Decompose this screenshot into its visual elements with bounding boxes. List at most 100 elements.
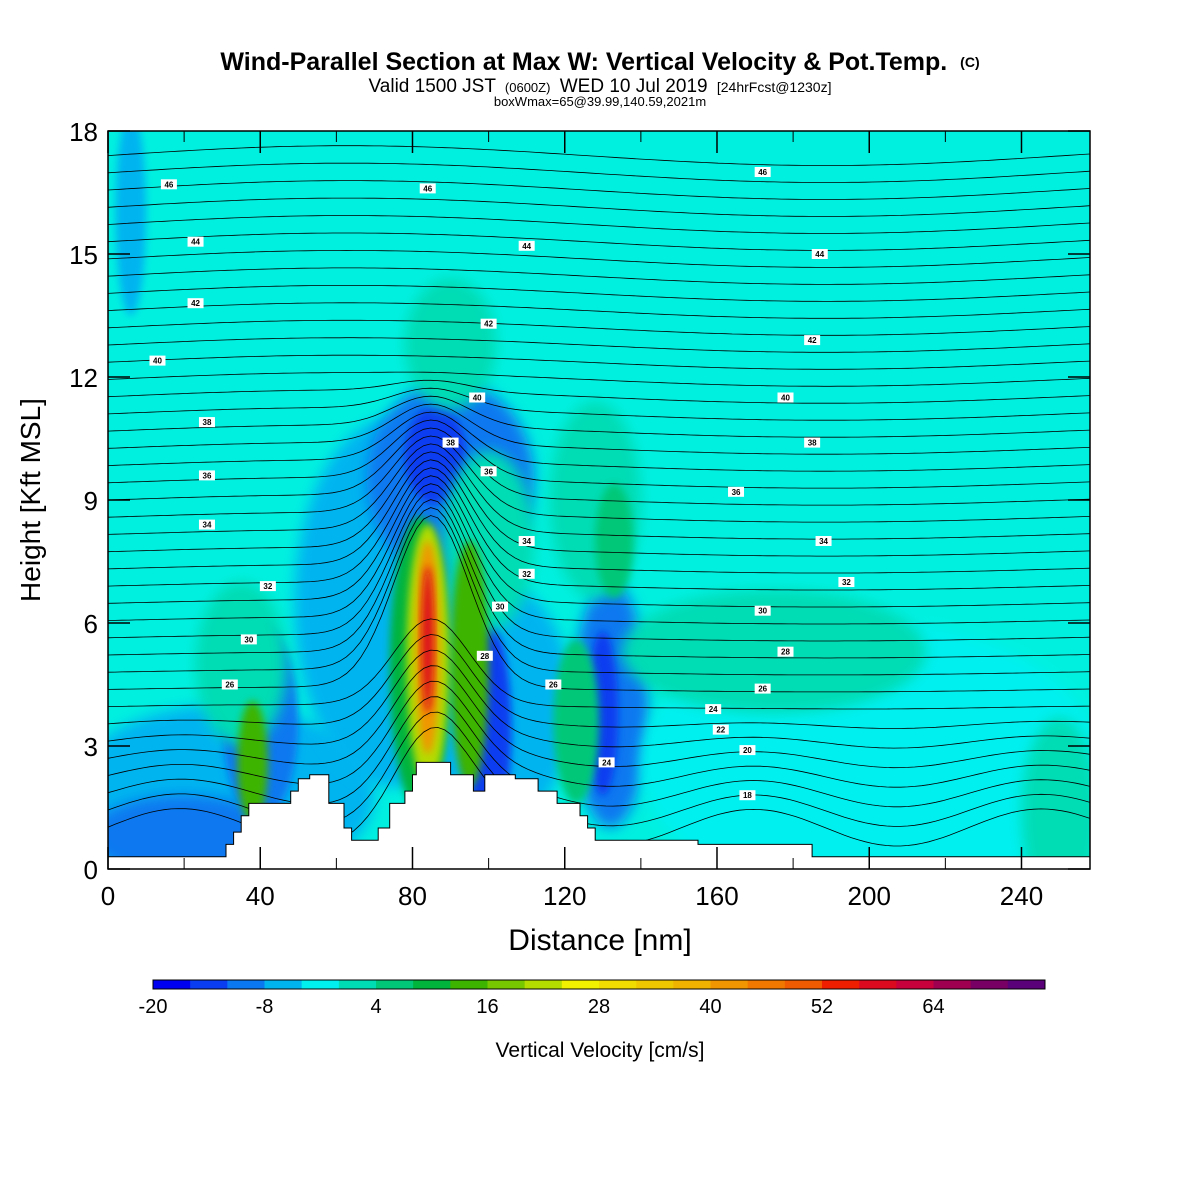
theta-label-bg (492, 601, 509, 612)
theta-label: 26 (221, 679, 238, 690)
colorbar-swatch (338, 980, 377, 989)
theta-label-bg (777, 646, 794, 657)
velocity-region (1021, 717, 1090, 869)
theta-label-text: 38 (808, 439, 817, 448)
theta-label-text: 26 (758, 685, 767, 694)
x-tick-label: 0 (101, 881, 115, 911)
theta-label-text: 40 (473, 394, 482, 403)
theta-label-bg (442, 437, 459, 448)
theta-label-text: 44 (815, 250, 824, 259)
theta-contour (108, 285, 1090, 302)
theta-label-bg (518, 568, 535, 579)
colorbar-swatch (933, 980, 972, 989)
theta-label-bg (480, 466, 497, 477)
colorbar-swatch (376, 980, 414, 989)
theta-label-bg (739, 790, 756, 801)
theta-contour (108, 395, 1090, 438)
theta-contour (108, 499, 1090, 659)
colorbar-tick-label: -20 (139, 996, 168, 1018)
theta-label-text: 36 (203, 471, 212, 480)
theta-label: 44 (187, 236, 204, 247)
velocity-region (404, 278, 497, 410)
colorbar-swatch (413, 980, 451, 989)
colorbar-tick-label: 40 (699, 996, 721, 1018)
theta-label-text: 30 (244, 635, 253, 644)
chart-title: Wind-Parallel Section at Max W: Vertical… (220, 48, 979, 76)
theta-contour (108, 403, 1090, 455)
theta-contour (108, 451, 1090, 557)
theta-label: 36 (728, 486, 745, 497)
chart-subtitle-2: boxWmax=65@39.99,140.59,2021m (494, 94, 706, 109)
theta-contour (108, 215, 1090, 234)
theta-contour (108, 371, 1090, 387)
theta-contour (108, 515, 1090, 693)
theta-contour (108, 435, 1090, 523)
theta-label-bg (739, 745, 756, 756)
theta-label: 26 (754, 683, 771, 694)
theta-contour (108, 354, 1090, 370)
colorbar-swatch (859, 980, 897, 989)
colorbar-tick-label: 64 (922, 996, 944, 1018)
theta-label: 28 (476, 650, 493, 661)
colorbar-swatch (487, 980, 526, 989)
theta-label-text: 34 (819, 537, 828, 546)
theta-label-text: 24 (602, 758, 611, 767)
theta-label-text: 32 (842, 578, 851, 587)
y-tick-label: 15 (69, 240, 98, 270)
theta-label-bg (712, 724, 729, 735)
theta-contours (108, 145, 1090, 847)
theta-label-text: 32 (263, 582, 272, 591)
theta-label-bg (518, 536, 535, 546)
theta-contour (108, 696, 1090, 808)
theta-label-text: 42 (191, 299, 200, 308)
theta-label-text: 46 (164, 180, 173, 189)
velocity-region (621, 590, 927, 714)
theta-contour (108, 197, 1090, 217)
theta-label-bg (240, 634, 257, 645)
theta-label: 32 (259, 581, 276, 592)
x-tick-label: 40 (246, 881, 275, 911)
theta-label: 26 (545, 679, 562, 690)
theta-contour (108, 483, 1090, 625)
colorbar-swatch (264, 980, 303, 989)
colorbar-tick-label: 4 (370, 996, 381, 1018)
theta-contour (108, 459, 1090, 574)
theta-label: 24 (598, 757, 615, 768)
theta-label: 28 (777, 646, 794, 657)
theta-contour (108, 379, 1090, 404)
theta-label-text: 20 (743, 746, 752, 755)
theta-label: 20 (739, 745, 756, 756)
theta-label-bg (187, 298, 204, 309)
theta-label-text: 34 (522, 537, 531, 546)
colorbar-tick-label: 16 (476, 996, 498, 1018)
theta-label-text: 36 (732, 488, 741, 497)
theta-contour (108, 507, 1090, 676)
theta-label-text: 42 (484, 320, 493, 329)
theta-label-text: 28 (480, 652, 489, 661)
theta-label-bg (777, 392, 794, 403)
theta-contour (108, 634, 1090, 729)
theta-label-bg (838, 577, 855, 587)
theta-label-text: 44 (522, 242, 531, 251)
theta-label: 44 (518, 240, 535, 251)
plot-area: 46 46 46 44 44 44 42 42 42 40 40 40 38 38 38 36 36 36 34 34… (108, 131, 1090, 869)
theta-contour (108, 162, 1090, 183)
velocity-region (404, 405, 466, 505)
colorbar-tick-label: 28 (588, 996, 610, 1018)
colorbar-swatch (561, 980, 600, 989)
theta-label-bg (187, 236, 204, 247)
theta-contour (108, 419, 1090, 489)
theta-contour (108, 319, 1090, 336)
theta-label: 40 (777, 392, 794, 403)
colorbar-swatch (896, 980, 934, 989)
theta-label-text: 22 (716, 726, 725, 735)
colorbar-swatch (1007, 980, 1046, 989)
theta-label-bg (804, 437, 821, 448)
theta-label-bg (221, 679, 238, 690)
theta-label-bg (598, 757, 615, 768)
theta-label: 18 (739, 790, 756, 801)
colorbar-swatch (673, 980, 711, 989)
colorbar-swatch (710, 980, 749, 989)
theta-label-text: 34 (203, 521, 212, 530)
